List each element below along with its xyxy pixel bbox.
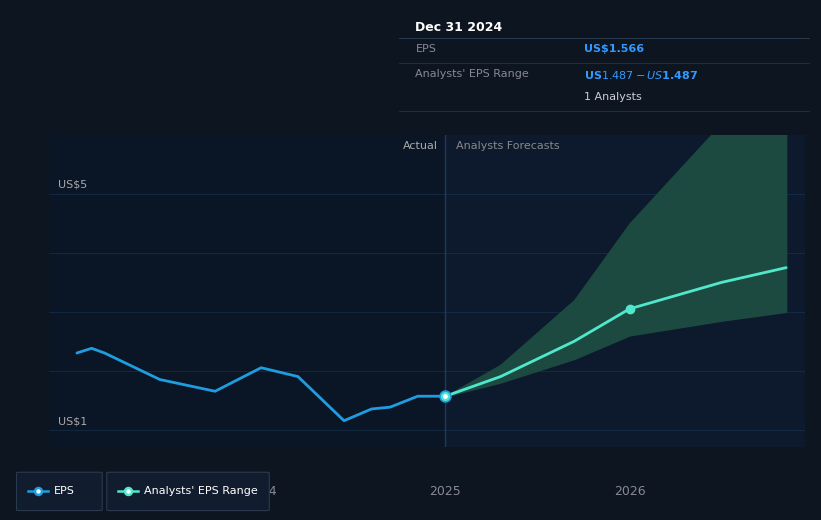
Text: Analysts' EPS Range: Analysts' EPS Range [144,486,258,497]
Text: EPS: EPS [415,44,436,54]
Text: Analysts Forecasts: Analysts Forecasts [456,141,560,151]
Text: 2025: 2025 [429,485,461,498]
Text: US$1.487 - US$1.487: US$1.487 - US$1.487 [584,69,698,81]
Text: 2026: 2026 [614,485,645,498]
Text: 1 Analysts: 1 Analysts [584,92,641,102]
Text: EPS: EPS [53,486,75,497]
Text: US$1.566: US$1.566 [584,44,644,54]
Text: Dec 31 2024: Dec 31 2024 [415,21,502,34]
Text: US$1: US$1 [58,417,88,426]
Bar [445,135,805,447]
Text: Actual: Actual [403,141,438,151]
Text: 2024: 2024 [245,485,277,498]
FancyBboxPatch shape [107,472,269,511]
Text: Analysts' EPS Range: Analysts' EPS Range [415,69,530,79]
Text: US$5: US$5 [58,179,88,189]
FancyBboxPatch shape [16,472,103,511]
